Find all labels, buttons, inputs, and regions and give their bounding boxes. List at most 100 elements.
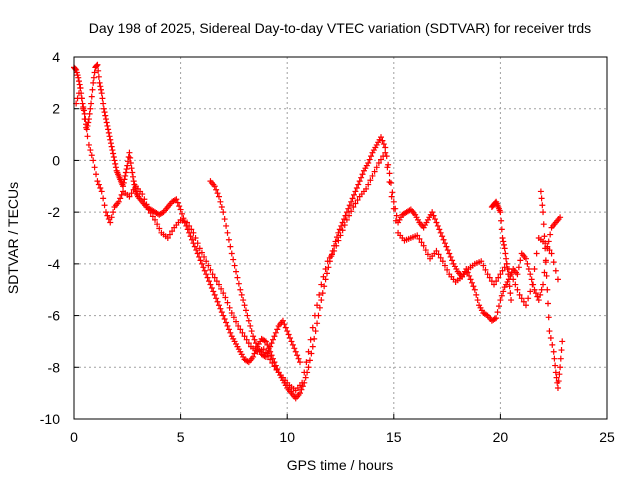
data-point (121, 176, 128, 183)
data-point (416, 235, 423, 242)
data-point (355, 181, 362, 188)
data-point (547, 231, 554, 238)
data-point (305, 348, 312, 355)
data-point (87, 147, 94, 154)
data-point (447, 253, 454, 260)
data-point (309, 324, 316, 331)
data-point (97, 83, 104, 90)
data-point (320, 273, 327, 280)
data-point (328, 251, 335, 258)
data-point (104, 212, 111, 219)
data-point (319, 290, 326, 297)
data-point (343, 209, 350, 216)
x-tick-label: 25 (599, 429, 615, 445)
data-point (436, 226, 443, 233)
data-point (350, 203, 357, 210)
data-point (306, 357, 313, 364)
data-point (215, 193, 222, 200)
data-point (498, 226, 505, 233)
data-point (78, 95, 85, 102)
data-point (346, 212, 353, 219)
data-point (95, 67, 102, 74)
data-point (206, 278, 213, 285)
data-point (271, 363, 278, 370)
data-point (316, 291, 323, 298)
data-point (268, 340, 275, 347)
data-point (503, 260, 510, 267)
data-point (130, 186, 137, 193)
y-tick-label: 0 (52, 152, 60, 168)
data-point (443, 243, 450, 250)
data-point (324, 258, 331, 265)
data-point (384, 164, 391, 171)
data-point (111, 157, 118, 164)
data-point (91, 164, 98, 171)
data-point (126, 193, 133, 200)
data-point (221, 316, 228, 323)
data-point (535, 297, 542, 304)
data-point (538, 286, 545, 293)
data-point (547, 334, 554, 341)
data-point (141, 196, 148, 203)
data-point (532, 290, 539, 297)
data-point (422, 247, 429, 254)
data-point (502, 250, 509, 257)
data-point (76, 81, 83, 88)
data-point (518, 295, 525, 302)
data-point (441, 262, 448, 269)
data-point (100, 195, 107, 202)
x-tick-label: 10 (279, 429, 295, 445)
data-point (220, 312, 227, 319)
data-point (194, 250, 201, 257)
data-point (527, 271, 534, 278)
data-point (209, 271, 216, 278)
data-point (505, 271, 512, 278)
data-point (274, 326, 281, 333)
data-point (551, 355, 558, 362)
data-point (378, 134, 385, 141)
data-point (102, 116, 109, 123)
data-point (484, 271, 491, 278)
data-point (552, 369, 559, 376)
data-point (556, 371, 563, 378)
data-point (217, 198, 224, 205)
data-point (79, 100, 86, 107)
data-point (173, 196, 180, 203)
data-point (341, 216, 348, 223)
data-point (95, 73, 102, 80)
data-point (500, 241, 507, 248)
data-point (554, 384, 561, 391)
data-point (299, 383, 306, 390)
data-point (498, 292, 505, 299)
data-point (352, 200, 359, 207)
data-point (208, 284, 215, 291)
data-point (101, 109, 108, 116)
data-point (186, 222, 193, 229)
data-point (312, 328, 319, 335)
data-point (493, 315, 500, 322)
data-point (107, 219, 114, 226)
data-point (346, 202, 353, 209)
data-point (120, 179, 127, 186)
data-point (166, 231, 173, 238)
data-point (190, 229, 197, 236)
data-point (387, 179, 394, 186)
data-point (505, 276, 512, 283)
data-point (554, 276, 561, 283)
data-point (318, 297, 325, 304)
data-point (203, 258, 210, 265)
data-point (307, 336, 314, 343)
data-point (333, 234, 340, 241)
x-axis-ticks: 0 5 10 15 20 25 (70, 414, 615, 445)
x-axis-label: GPS time / hours (287, 457, 394, 473)
data-point (108, 143, 115, 150)
data-point (380, 141, 387, 148)
data-point (194, 240, 201, 247)
data-point (296, 390, 303, 397)
data-point (467, 276, 474, 283)
data-point (515, 264, 522, 271)
data-point (75, 74, 82, 81)
data-point (218, 309, 225, 316)
data-point (493, 278, 500, 285)
data-point (558, 347, 565, 354)
